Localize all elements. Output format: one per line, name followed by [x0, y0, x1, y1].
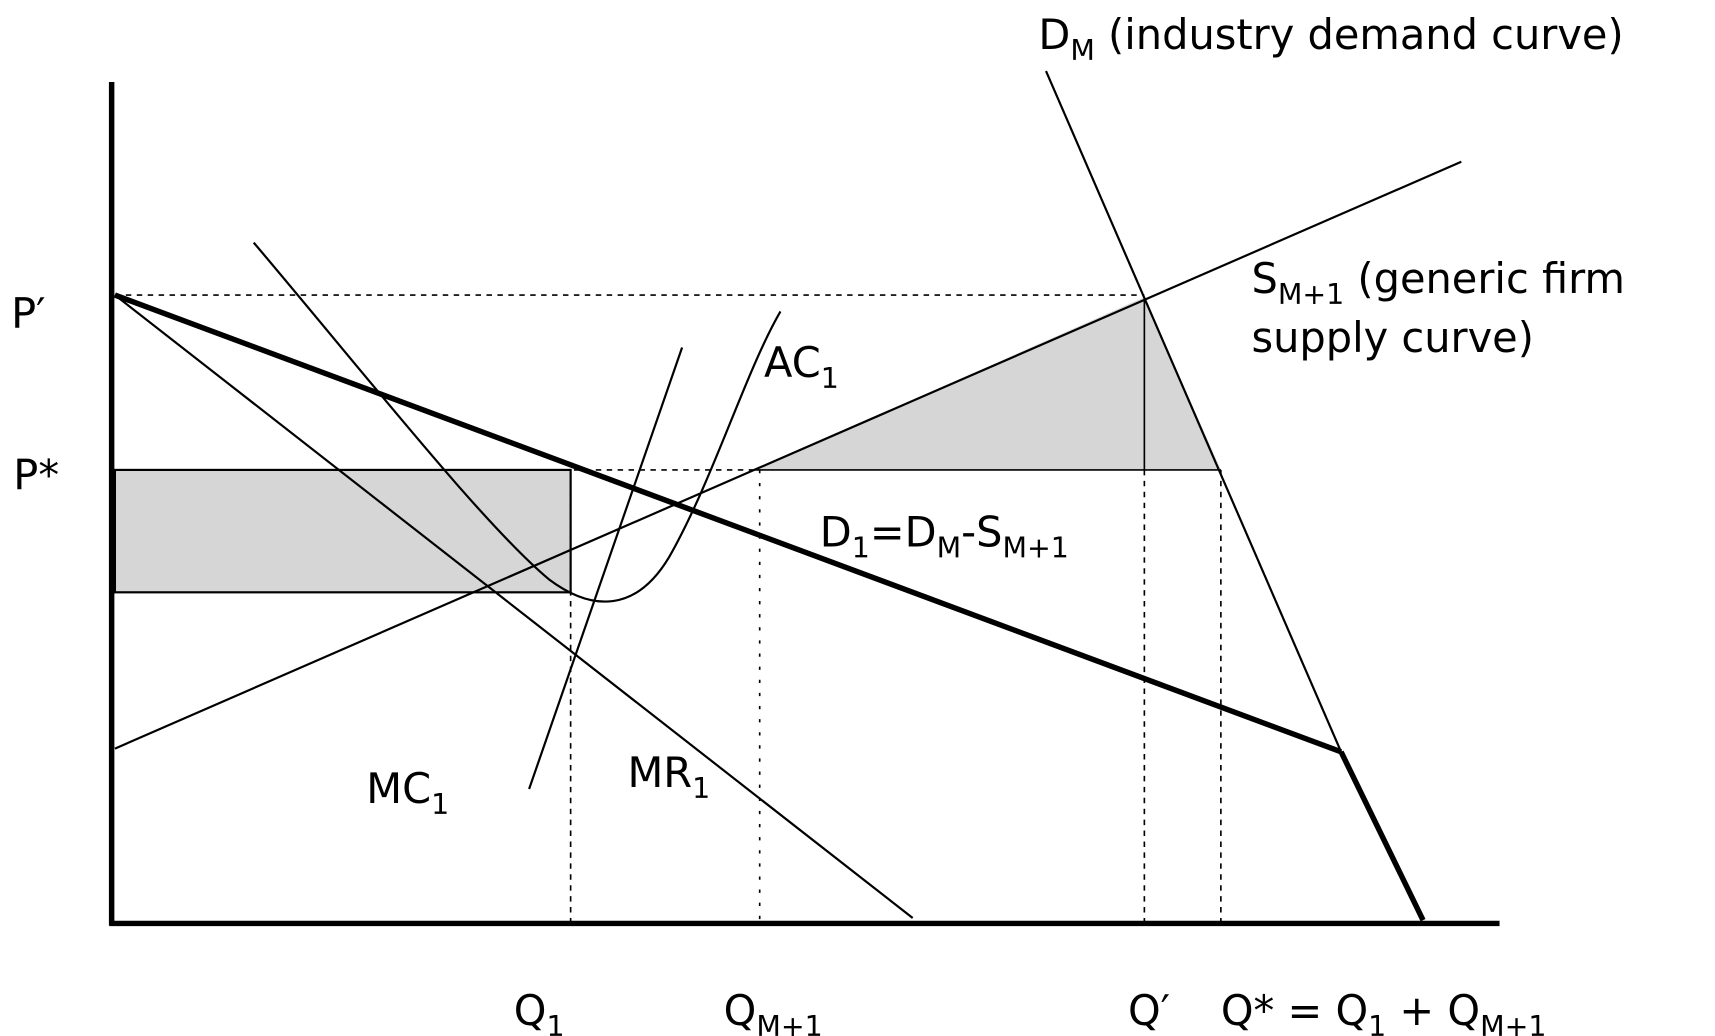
label-text: (industry demand curve) [1095, 10, 1624, 59]
profit-area [113, 468, 572, 594]
label-text: MR [627, 748, 692, 797]
p-prime-label: P′ [11, 289, 45, 338]
label-text: D [820, 507, 852, 556]
label-text: Q′ [1128, 986, 1170, 1035]
marginal-revenue [114, 294, 914, 919]
supply-label: SM+1 (generic firm [1251, 254, 1624, 311]
subscript: 1 [821, 362, 839, 395]
subscript: 1 [431, 788, 449, 821]
subscript: M+1 [1480, 1010, 1546, 1036]
label-text: + Q [1386, 986, 1480, 1035]
label-text: Q* = Q [1221, 986, 1368, 1035]
subscript: 1 [1368, 1010, 1386, 1036]
subscript: M+1 [1002, 531, 1068, 564]
p-star-label: P* [13, 451, 59, 500]
subscript: 1 [692, 772, 710, 805]
industry-demand [1045, 70, 1343, 753]
q-star-label: Q* = Q1 + QM+1 [1221, 986, 1547, 1036]
label-text: P′ [11, 289, 45, 338]
supply-gap-area [754, 297, 1221, 470]
label-text: -S [961, 507, 1002, 556]
curves [113, 70, 1462, 922]
subscript: M [1070, 34, 1095, 67]
label-text: Q [514, 986, 547, 1035]
marginal-cost [528, 347, 684, 790]
subscript: M+1 [756, 1010, 822, 1036]
q1-label: Q1 [514, 986, 565, 1036]
label-text: MC [366, 764, 431, 813]
average-cost [252, 241, 782, 603]
firm-supply [114, 160, 1462, 750]
qm1-label: QM+1 [724, 986, 823, 1036]
label-text: supply curve) [1251, 313, 1533, 362]
label-text: =D [870, 507, 937, 556]
label-text: P* [13, 451, 59, 500]
label-text: S [1251, 254, 1277, 303]
label-text: (generic firm [1344, 254, 1625, 303]
residual-demand-tail [1338, 750, 1426, 922]
subscript: M+1 [1278, 278, 1344, 311]
label-text: D [1038, 10, 1070, 59]
label-text: Q [724, 986, 757, 1035]
guide-lines [114, 294, 1222, 924]
label-text: AC [764, 338, 821, 387]
subscript: 1 [546, 1010, 564, 1036]
residual-demand [113, 292, 1343, 755]
subscript: 1 [852, 531, 870, 564]
industry-demand-label: DM (industry demand curve) [1038, 10, 1623, 67]
q-prime-label: Q′ [1128, 986, 1170, 1035]
ac-label: AC1 [764, 338, 839, 395]
residual-demand-label: D1=DM-SM+1 [820, 507, 1069, 564]
mc-label: MC1 [366, 764, 449, 821]
mr-label: MR1 [627, 748, 710, 805]
subscript: M [937, 531, 962, 564]
supply-label-line2: supply curve) [1251, 313, 1533, 362]
